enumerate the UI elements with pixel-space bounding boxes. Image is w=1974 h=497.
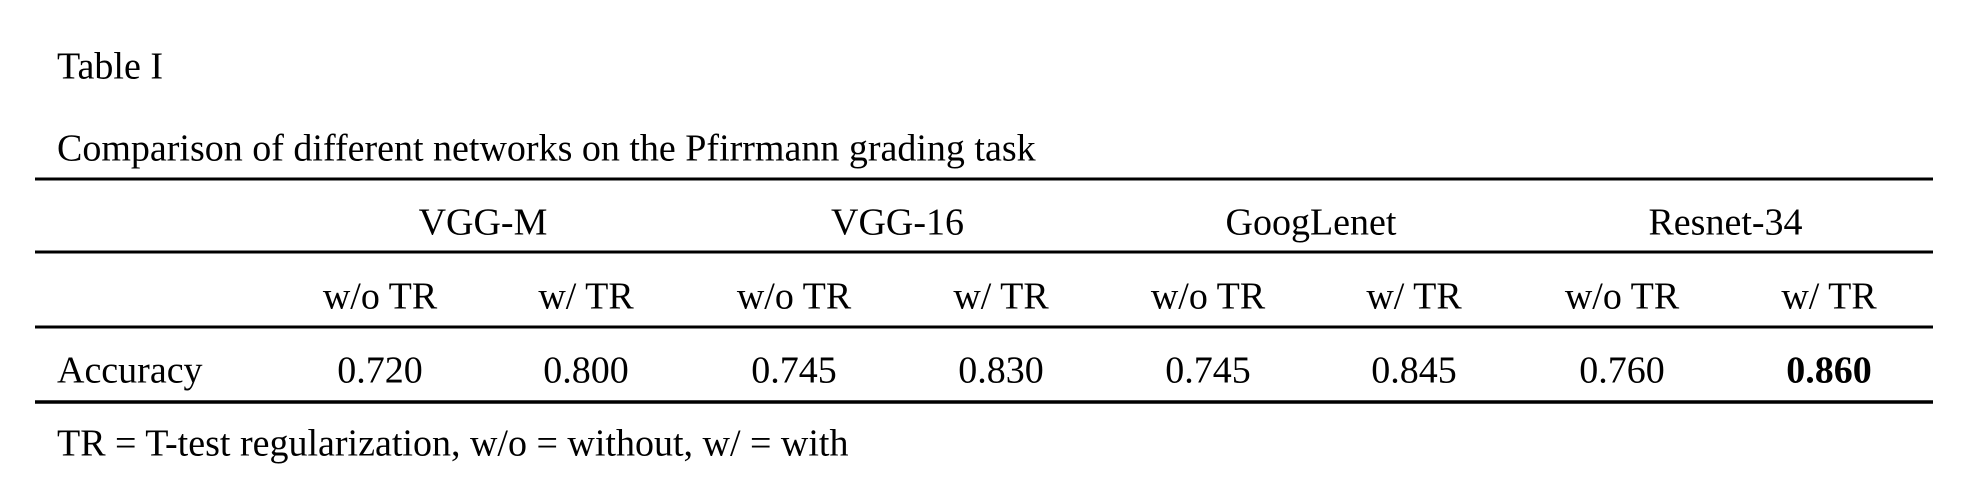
- sub-header: w/ TR: [1781, 276, 1877, 318]
- table-title: Table I: [57, 46, 163, 88]
- table-caption: Comparison of different networks on the …: [57, 128, 1036, 170]
- group-header: Resnet-34: [1648, 202, 1802, 244]
- sub-header: w/o TR: [1151, 276, 1266, 318]
- sub-header: w/o TR: [737, 276, 852, 318]
- sub-header: w/ TR: [1366, 276, 1462, 318]
- sub-header: w/o TR: [1565, 276, 1680, 318]
- table-cell: 0.860: [1786, 350, 1872, 392]
- sub-header: w/ TR: [538, 276, 634, 318]
- table-cell: 0.760: [1579, 350, 1665, 392]
- sub-header: w/o TR: [323, 276, 438, 318]
- row-label: Accuracy: [57, 350, 203, 392]
- table-cell: 0.745: [751, 350, 837, 392]
- group-header: GoogLenet: [1226, 202, 1397, 244]
- group-header: VGG-M: [419, 202, 548, 244]
- table-cell: 0.720: [337, 350, 423, 392]
- table-cell: 0.845: [1371, 350, 1457, 392]
- group-header: VGG-16: [831, 202, 964, 244]
- table-cell: 0.800: [543, 350, 629, 392]
- table-footnote: TR = T-test regularization, w/o = withou…: [57, 423, 849, 465]
- table-cell: 0.830: [958, 350, 1044, 392]
- sub-header: w/ TR: [953, 276, 1049, 318]
- table-cell: 0.745: [1165, 350, 1251, 392]
